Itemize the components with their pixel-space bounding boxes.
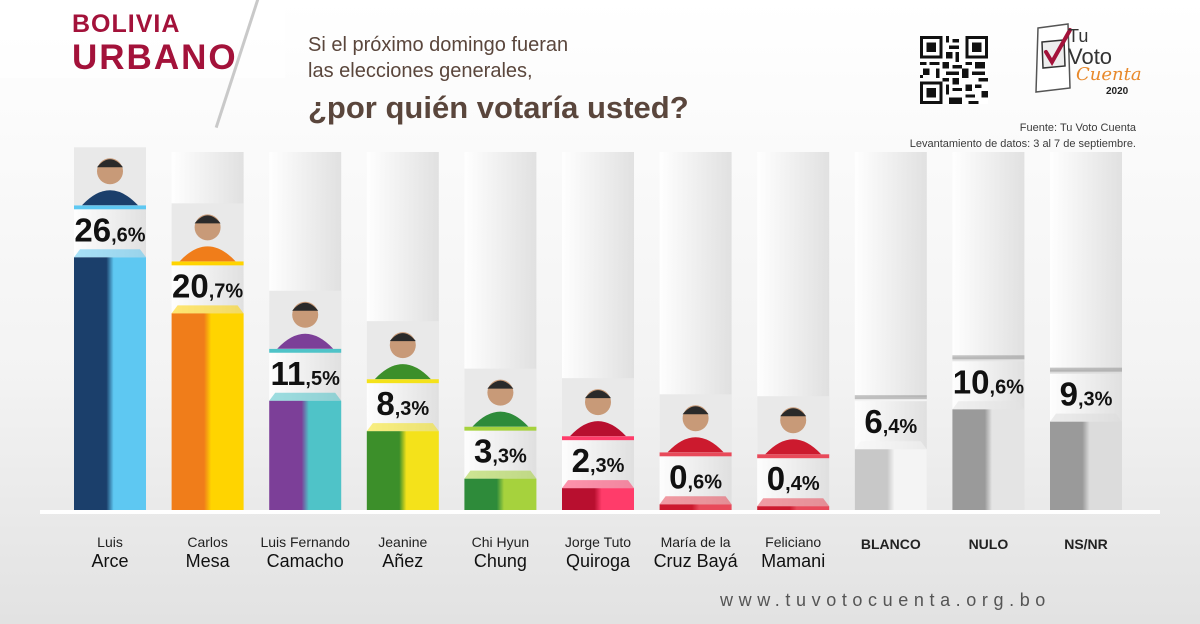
value-label-integer: 10 [953, 363, 990, 400]
bar-cap [74, 249, 146, 257]
bar[interactable] [1050, 422, 1122, 510]
bar-cap [172, 305, 244, 313]
category-label-line2: Añez [382, 551, 423, 571]
category-label: BLANCO [861, 536, 921, 552]
bar-cap [855, 441, 927, 449]
category-label-line1: Luis Fernando [260, 534, 350, 550]
candidate-portrait-icon [464, 369, 536, 427]
value-label-decimal: ,5% [305, 368, 340, 390]
bar-cap [562, 480, 634, 488]
bar-cap [1050, 414, 1122, 422]
value-label-decimal: ,4% [883, 416, 918, 438]
bar-marker [952, 355, 1024, 359]
value-label-decimal: ,6% [688, 471, 723, 493]
value-label-decimal: ,3% [1078, 389, 1113, 411]
bar[interactable] [660, 504, 732, 510]
value-label-integer: 3 [474, 433, 492, 470]
bar-cap [269, 393, 341, 401]
value-label-integer: 0 [767, 460, 785, 497]
bar-color-stripe [660, 452, 732, 456]
value-label-decimal: ,6% [990, 376, 1025, 398]
bar[interactable] [367, 431, 439, 510]
bar-color-stripe [172, 261, 244, 265]
category-label-line1: María de la [661, 534, 731, 550]
value-label-integer: 2 [572, 442, 590, 479]
bar-color-stripe [464, 427, 536, 431]
category-label-line2: Chung [474, 551, 527, 571]
category-label: NS/NR [1064, 536, 1108, 552]
bar-cap [367, 423, 439, 431]
candidate-portrait-icon [172, 203, 244, 261]
bar-cap [464, 471, 536, 479]
bar-cap [952, 401, 1024, 409]
bar[interactable] [172, 313, 244, 510]
candidate-portrait-icon [74, 147, 146, 205]
bar[interactable] [269, 401, 341, 510]
candidate-portrait-icon [660, 394, 732, 452]
category-label-line1: Luis [97, 534, 123, 550]
bar-marker [855, 395, 927, 399]
bar[interactable] [855, 449, 927, 510]
candidate-portrait-icon [269, 291, 341, 349]
chart-baseline [40, 510, 1160, 514]
value-label-decimal: ,3% [590, 455, 625, 477]
value-label-decimal: ,6% [111, 224, 146, 246]
category-label-line2: Mesa [186, 551, 231, 571]
category-label-line1: Feliciano [765, 534, 821, 550]
category-label-line1: Chi Hyun [472, 534, 530, 550]
category-label: NULO [969, 536, 1009, 552]
bar[interactable] [562, 488, 634, 510]
candidate-portrait-icon [757, 396, 829, 454]
candidate-portrait-icon [562, 378, 634, 436]
bar-color-stripe [74, 205, 146, 209]
category-label-line1: Carlos [187, 534, 227, 550]
category-label-line2: Mamani [761, 551, 825, 571]
value-label-decimal: ,7% [209, 280, 244, 302]
value-label-integer: 26 [74, 211, 111, 248]
category-label-line1: Jeanine [378, 534, 427, 550]
category-label-line2: Arce [91, 551, 128, 571]
bar[interactable] [757, 506, 829, 510]
bar[interactable] [74, 257, 146, 510]
bar-color-stripe [367, 379, 439, 383]
bar-marker [1050, 368, 1122, 372]
category-label-line2: Camacho [267, 551, 344, 571]
value-label-integer: 20 [172, 267, 209, 304]
value-label-integer: 11 [271, 355, 306, 392]
value-label-decimal: ,3% [395, 398, 430, 420]
category-label-line2: Quiroga [566, 551, 631, 571]
bar-cap [757, 498, 829, 506]
category-label-line1: Jorge Tuto [565, 534, 631, 550]
category-label-line2: Cruz Bayá [654, 551, 739, 571]
value-label-decimal: ,4% [785, 473, 820, 495]
website-url[interactable]: www.tuvotocuenta.org.bo [720, 590, 1051, 611]
candidate-portrait-icon [367, 321, 439, 379]
bar-color-stripe [757, 454, 829, 458]
value-label-integer: 0 [669, 458, 687, 495]
value-label-integer: 6 [864, 403, 882, 440]
bar-cap [660, 496, 732, 504]
value-label-integer: 9 [1060, 376, 1078, 413]
bar[interactable] [952, 409, 1024, 510]
bar-color-stripe [562, 436, 634, 440]
value-label-integer: 8 [376, 385, 394, 422]
bar-color-stripe [269, 349, 341, 353]
value-label-decimal: ,3% [492, 446, 527, 468]
bar[interactable] [464, 479, 536, 510]
